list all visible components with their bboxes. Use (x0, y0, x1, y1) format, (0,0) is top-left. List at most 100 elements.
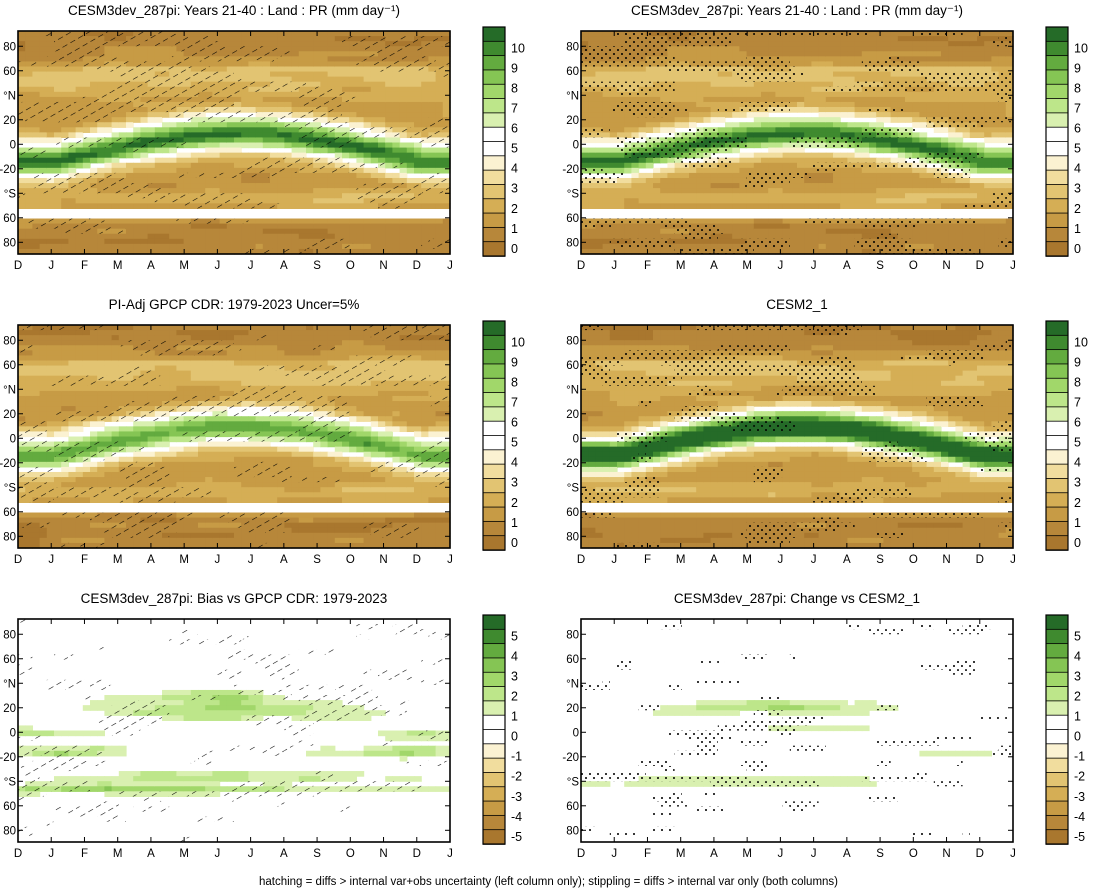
heatmap-cell (646, 229, 654, 235)
overlay-cell (356, 36, 363, 41)
overlay-cell (220, 72, 227, 77)
heatmap-cell (797, 229, 805, 235)
heatmap-cell (826, 132, 834, 138)
heatmap-cell (32, 36, 40, 42)
overlay-cell (97, 51, 104, 56)
heatmap-cell (263, 198, 271, 204)
heatmap-cell (840, 41, 848, 47)
heatmap-cell (819, 122, 827, 128)
heatmap-cell (646, 224, 654, 230)
heatmap-cell (436, 97, 444, 103)
overlay-cell (313, 244, 320, 249)
heatmap-cell (595, 97, 603, 103)
heatmap-cell (739, 229, 747, 235)
heatmap-cell (299, 77, 307, 83)
overlay-cell (371, 198, 378, 203)
overlay-cell (335, 92, 342, 97)
heatmap-cell (775, 97, 783, 103)
heatmap-cell (711, 112, 719, 118)
overlay-cell (83, 143, 90, 148)
heatmap-cell (97, 77, 105, 83)
heatmap-cell (421, 219, 429, 225)
overlay-cell (68, 137, 75, 142)
heatmap-cell (112, 193, 120, 199)
heatmap-cell (306, 183, 314, 189)
heatmap-cell (76, 198, 84, 204)
overlay-cell (320, 107, 327, 112)
heatmap-cell (718, 244, 726, 250)
heatmap-cell (675, 46, 683, 52)
heatmap-cell (646, 66, 654, 72)
overlay-cell (320, 122, 327, 127)
heatmap-cell (675, 163, 683, 169)
heatmap-cell (747, 97, 755, 103)
heatmap-cell (176, 153, 184, 159)
heatmap-cell (176, 31, 184, 37)
overlay-cell (76, 178, 83, 183)
heatmap-cell (104, 239, 112, 245)
heatmap-cell (811, 173, 819, 179)
heatmap-cell (18, 82, 26, 88)
heatmap-cell (140, 168, 148, 174)
overlay-cell (119, 143, 126, 148)
heatmap-cell (277, 143, 285, 149)
heatmap-cell (639, 193, 647, 199)
overlay-cell (25, 117, 32, 122)
overlay-cell (335, 102, 342, 107)
heatmap-cell (256, 66, 264, 72)
heatmap-cell (356, 122, 364, 128)
colorbar-swatch (483, 184, 505, 199)
heatmap-cell (104, 203, 112, 209)
overlay-cell (162, 137, 169, 142)
overlay-cell (140, 137, 147, 142)
heatmap-cell (61, 82, 69, 88)
heatmap-cell (833, 92, 841, 98)
heatmap-cell (833, 56, 841, 62)
heatmap-cell (610, 102, 618, 108)
heatmap-cell (826, 188, 834, 194)
overlay-cell (133, 41, 140, 46)
heatmap-cell (421, 229, 429, 235)
overlay-cell (263, 46, 270, 51)
overlay-cell (220, 107, 227, 112)
heatmap-cell (725, 46, 733, 52)
heatmap-cell (25, 163, 33, 169)
colorbar-label: 7 (511, 102, 518, 116)
heatmap-cell (40, 72, 48, 78)
heatmap-cell (725, 168, 733, 174)
heatmap-cell (783, 36, 791, 42)
heatmap-cell (631, 178, 639, 184)
heatmap-cell (133, 198, 141, 204)
heatmap-cell (711, 117, 719, 123)
heatmap-cell (256, 188, 264, 194)
heatmap-cell (790, 82, 798, 88)
heatmap-cell (270, 239, 278, 245)
heatmap-cell (191, 137, 199, 143)
heatmap-cell (292, 51, 300, 57)
heatmap-cell (371, 122, 379, 128)
heatmap-cell (696, 72, 704, 78)
overlay-cell (169, 82, 176, 87)
overlay-cell (277, 82, 284, 87)
heatmap-cell (703, 168, 711, 174)
heatmap-cell (667, 127, 675, 133)
heatmap-cell (356, 219, 364, 225)
heatmap-cell (18, 224, 26, 230)
overlay-cell (83, 36, 90, 41)
heatmap-cell (797, 122, 805, 128)
overlay-cell (385, 203, 392, 208)
overlay-cell (378, 203, 385, 208)
overlay-cell (32, 153, 39, 158)
heatmap-cell (747, 87, 755, 93)
overlay-cell (342, 168, 349, 173)
heatmap-cell (754, 41, 762, 47)
heatmap-cell (754, 193, 762, 199)
heatmap-cell (32, 234, 40, 240)
overlay-cell (148, 92, 155, 97)
heatmap-cell (797, 82, 805, 88)
heatmap-cell (364, 234, 372, 240)
overlay-cell (61, 56, 68, 61)
heatmap-cell (104, 163, 112, 169)
heatmap-cell (119, 219, 127, 225)
heatmap-cell (855, 41, 863, 47)
